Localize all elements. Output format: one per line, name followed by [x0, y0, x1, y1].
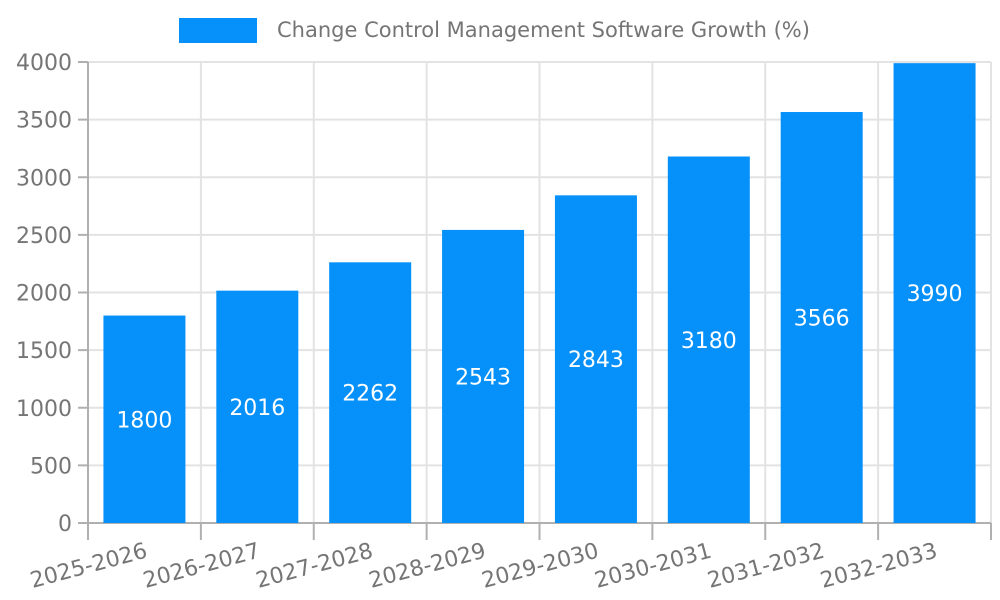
bar-value-label: 2262: [342, 382, 398, 407]
x-tick-label: 2031-2032: [705, 539, 827, 594]
bar: [442, 229, 525, 523]
x-tick-label: 2025-2026: [28, 539, 150, 594]
y-tick-label: 3000: [16, 166, 72, 191]
y-tick-label: 0: [58, 512, 72, 537]
bar: [893, 63, 976, 524]
bar: [667, 156, 750, 523]
x-tick-label: 2026-2027: [141, 539, 263, 594]
bar: [554, 195, 637, 524]
x-tick-label: 2029-2030: [479, 539, 601, 594]
bar-value-label: 3566: [794, 307, 850, 332]
x-tick-label: 2030-2031: [592, 539, 714, 594]
bar-value-label: 2843: [568, 348, 624, 373]
bar: [103, 315, 186, 523]
bar: [216, 290, 299, 523]
chart-legend: Change Control Management Software Growt…: [179, 17, 810, 43]
bar-value-label: 3180: [681, 329, 737, 354]
y-tick-label: 1500: [16, 339, 72, 364]
y-tick-label: 500: [30, 454, 72, 479]
y-tick-label: 3500: [16, 109, 72, 134]
bar-value-label: 2016: [229, 396, 285, 421]
bar: [329, 262, 412, 523]
x-tick-label: 2032-2033: [818, 539, 940, 594]
bar-value-label: 3990: [907, 282, 963, 307]
y-tick-label: 2000: [16, 282, 72, 307]
legend-swatch: [179, 17, 257, 43]
legend-label: Change Control Management Software Growt…: [277, 18, 810, 42]
x-tick-label: 2027-2028: [253, 539, 375, 594]
bar: [780, 112, 863, 524]
y-tick-label: 2500: [16, 224, 72, 249]
y-tick-label: 1000: [16, 397, 72, 422]
bar-value-label: 2543: [455, 365, 511, 390]
bar-value-label: 1800: [116, 408, 172, 433]
x-tick-label: 2028-2029: [366, 539, 488, 594]
y-tick-label: 4000: [16, 51, 72, 76]
